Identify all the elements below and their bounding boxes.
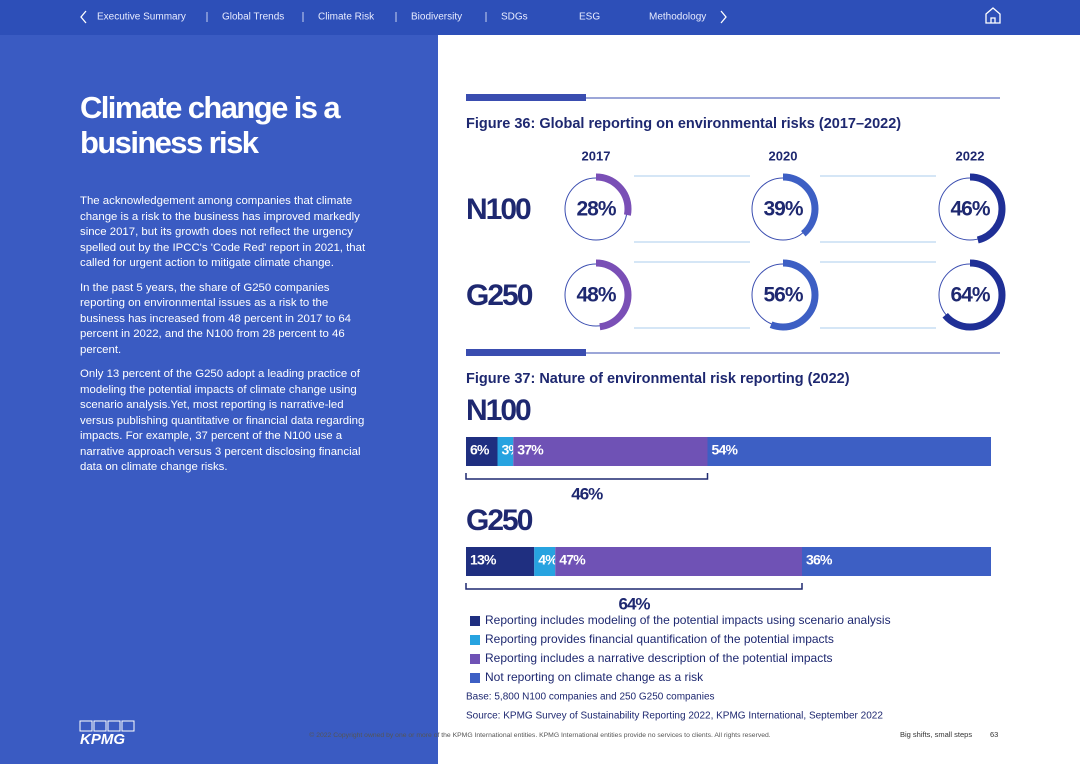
bar-segment	[513, 437, 708, 466]
legend-swatch	[470, 616, 480, 626]
group-label: N100	[466, 394, 531, 427]
bar-segment	[466, 547, 535, 576]
year-label: 2017	[582, 148, 611, 163]
paragraph: The acknowledgement among companies that…	[80, 195, 366, 269]
donut-label: 28%	[576, 198, 616, 221]
donut-arc	[560, 173, 632, 245]
bar-label: 54%	[712, 442, 739, 458]
kpmg-logo	[79, 720, 135, 732]
figure-title: Figure 36: Global reporting on environme…	[466, 116, 901, 132]
logo-text: KPMG	[80, 731, 125, 748]
group-label: G250	[466, 504, 533, 537]
bar-segment	[707, 437, 991, 466]
bracket	[465, 473, 709, 480]
nav-item[interactable]: ESG	[579, 12, 600, 23]
bar-segment	[497, 437, 514, 466]
legend-swatch	[470, 635, 480, 645]
tagline: Big shifts, small steps	[900, 730, 972, 739]
title-line: business risk	[80, 125, 259, 160]
bracket-label: 46%	[571, 484, 603, 503]
nav-item[interactable]: SDGs	[501, 12, 528, 23]
bar-segment	[534, 547, 556, 576]
donut-label: 64%	[950, 284, 990, 307]
legend-label: Not reporting on climate change as a ris…	[485, 670, 704, 684]
paragraph: In the past 5 years, the share of G250 c…	[80, 281, 352, 356]
page-number: 63	[990, 730, 998, 739]
bar-label: 47%	[559, 552, 586, 568]
legend-label: Reporting includes a narrative descripti…	[485, 651, 833, 665]
base-note: Base: 5,800 N100 companies and 250 G250 …	[466, 692, 715, 703]
bar-label: 37%	[517, 442, 544, 458]
bracket-label: 64%	[618, 594, 650, 613]
year-label: 2020	[769, 148, 798, 163]
legend-label: Reporting provides financial quantificat…	[485, 632, 834, 646]
donut-label: 39%	[763, 198, 803, 221]
nav-prev[interactable]	[80, 10, 87, 24]
nav-bar	[0, 0, 1080, 35]
bar-label: 13%	[470, 552, 497, 568]
source-note: Source: KPMG Survey of Sustainability Re…	[466, 711, 883, 722]
bar-label: 4%	[538, 552, 558, 568]
legend-swatch	[470, 654, 480, 664]
bar-label: 36%	[806, 552, 833, 568]
rule-thick	[466, 94, 586, 101]
bar-segment	[466, 437, 498, 466]
nav-item[interactable]: Executive Summary	[97, 12, 186, 23]
page-title: Climate change is a business risk	[80, 90, 341, 160]
nav-item[interactable]: Methodology	[649, 12, 706, 23]
nav-next[interactable]	[720, 10, 727, 24]
bracket	[465, 583, 803, 590]
donut-label: 46%	[950, 198, 990, 221]
left-panel	[0, 35, 438, 764]
paragraph: Only 13 percent of the G250 adopt a lead…	[80, 368, 365, 473]
donut-label: 48%	[576, 284, 616, 307]
bar-segment	[802, 547, 991, 576]
title-line: Climate change is a	[80, 90, 341, 125]
year-label: 2022	[956, 148, 985, 163]
bar-label: 6%	[470, 442, 490, 458]
body-text: The acknowledgement among companies that…	[80, 194, 372, 485]
donut-arc	[560, 259, 632, 331]
nav-item[interactable]: Climate Risk	[318, 12, 375, 23]
bar-segment	[555, 547, 802, 576]
nav-item[interactable]: Global Trends	[222, 12, 284, 23]
figure-title: Figure 37: Nature of environmental risk …	[466, 371, 850, 387]
legend-label: Reporting includes modeling of the poten…	[485, 613, 891, 627]
copyright: © 2022 Copyright owned by one or more of…	[309, 731, 771, 739]
rule-thick	[466, 349, 586, 356]
nav-item[interactable]: Biodiversity	[411, 12, 462, 23]
donut-arc	[747, 259, 819, 331]
donut-label: 56%	[763, 284, 803, 307]
row-label: G250	[466, 279, 533, 312]
legend-swatch	[470, 673, 480, 683]
home-icon[interactable]	[985, 7, 1001, 24]
donut-arc	[747, 173, 819, 245]
donut-arc	[934, 259, 1006, 331]
row-label: N100	[466, 193, 531, 226]
donut-arc	[934, 173, 1006, 245]
